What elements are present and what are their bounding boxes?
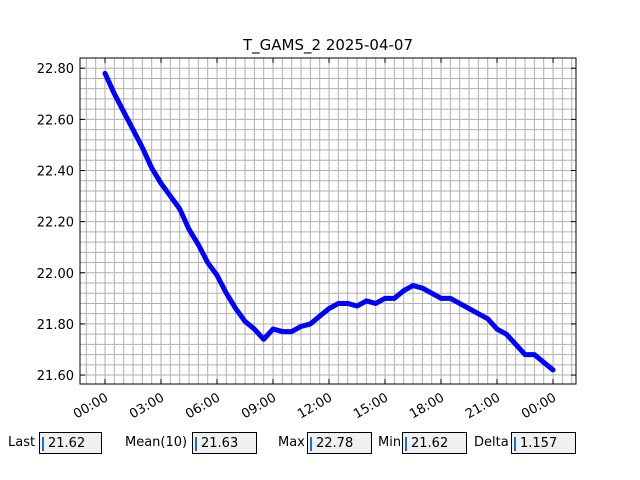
x-tick-label: 00:00	[519, 390, 559, 422]
x-tick-label: 03:00	[127, 390, 167, 422]
y-tick-label: 21.60	[37, 369, 74, 384]
y-tick-label: 22.00	[37, 267, 74, 282]
chart-title: T_GAMS_2 2025-04-07	[242, 36, 413, 55]
stat-value[interactable]: 1.157	[511, 432, 576, 454]
stat-value[interactable]: 21.63	[192, 432, 257, 454]
stat-label: Last	[8, 435, 36, 450]
plot-frame	[79, 57, 577, 385]
x-tick-label: 12:00	[295, 390, 335, 422]
stat-value[interactable]: 21.62	[402, 432, 467, 454]
x-tick-label: 21:00	[463, 390, 503, 422]
stat-label: Mean(10)	[125, 435, 188, 450]
stat-label: Min	[378, 435, 402, 450]
chart: T_GAMS_2 2025-04-07 21.60 21.80 22.00 22.20…	[37, 36, 577, 422]
y-tick-label: 22.80	[37, 62, 74, 77]
y-tick-label: 22.60	[37, 113, 74, 128]
y-tick-label: 22.20	[37, 216, 74, 231]
x-tick-label: 06:00	[183, 390, 223, 422]
x-tick-label: 18:00	[407, 390, 447, 422]
stat-value[interactable]: 21.62	[39, 432, 102, 454]
x-tick-label: 09:00	[239, 390, 279, 422]
x-tick-label: 15:00	[351, 390, 391, 422]
stat-label: Max	[278, 435, 305, 450]
x-tick-label: 00:00	[71, 390, 111, 422]
stat-value[interactable]: 22.78	[307, 432, 372, 454]
data-line	[102, 70, 556, 373]
y-tick-label: 22.40	[37, 165, 74, 180]
y-tick-label: 21.80	[37, 318, 74, 333]
stat-label: Delta	[474, 435, 509, 450]
